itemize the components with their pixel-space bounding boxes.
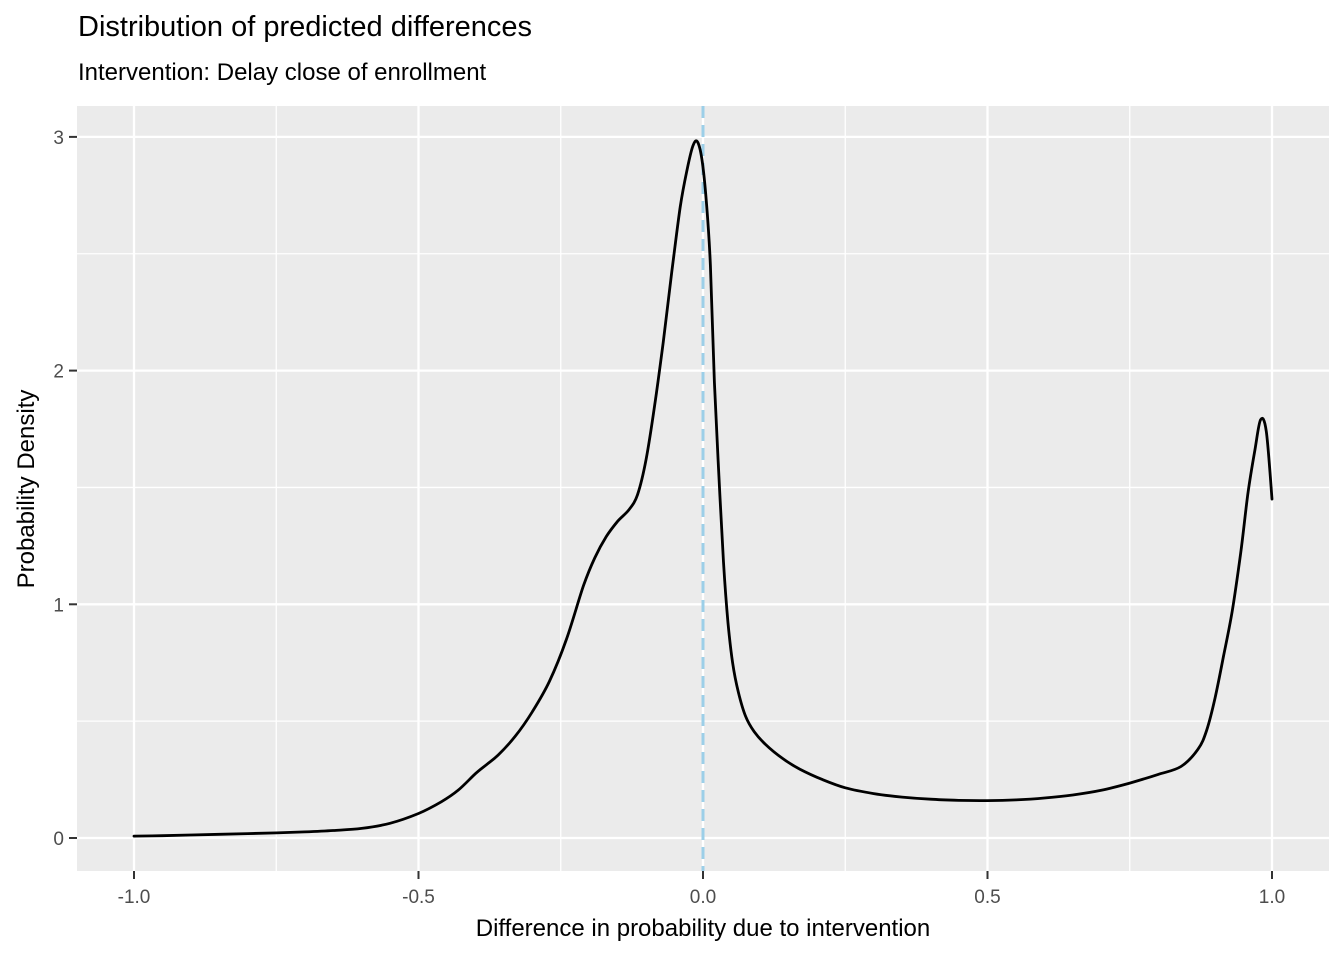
density-curve [132, 139, 1274, 838]
x-axis-title: Difference in probability due to interve… [475, 915, 931, 942]
x-tick-label: -0.5 [402, 887, 435, 908]
x-tick-label: 0.0 [690, 887, 716, 908]
x-tick-label: 1.0 [1259, 887, 1285, 908]
y-axis-title: Probability Density [13, 389, 40, 589]
x-tick-label: -1.0 [118, 887, 151, 908]
x-tick-label: 0.5 [974, 887, 1000, 908]
y-tick-label: 1 [53, 595, 64, 616]
y-tick-label: 0 [53, 829, 64, 850]
y-tick-label: 2 [53, 362, 64, 383]
y-tick-label: 3 [53, 128, 64, 149]
plot-subtitle: Intervention: Delay close of enrollment [78, 59, 487, 86]
plot-title: Distribution of predicted differences [78, 11, 533, 43]
